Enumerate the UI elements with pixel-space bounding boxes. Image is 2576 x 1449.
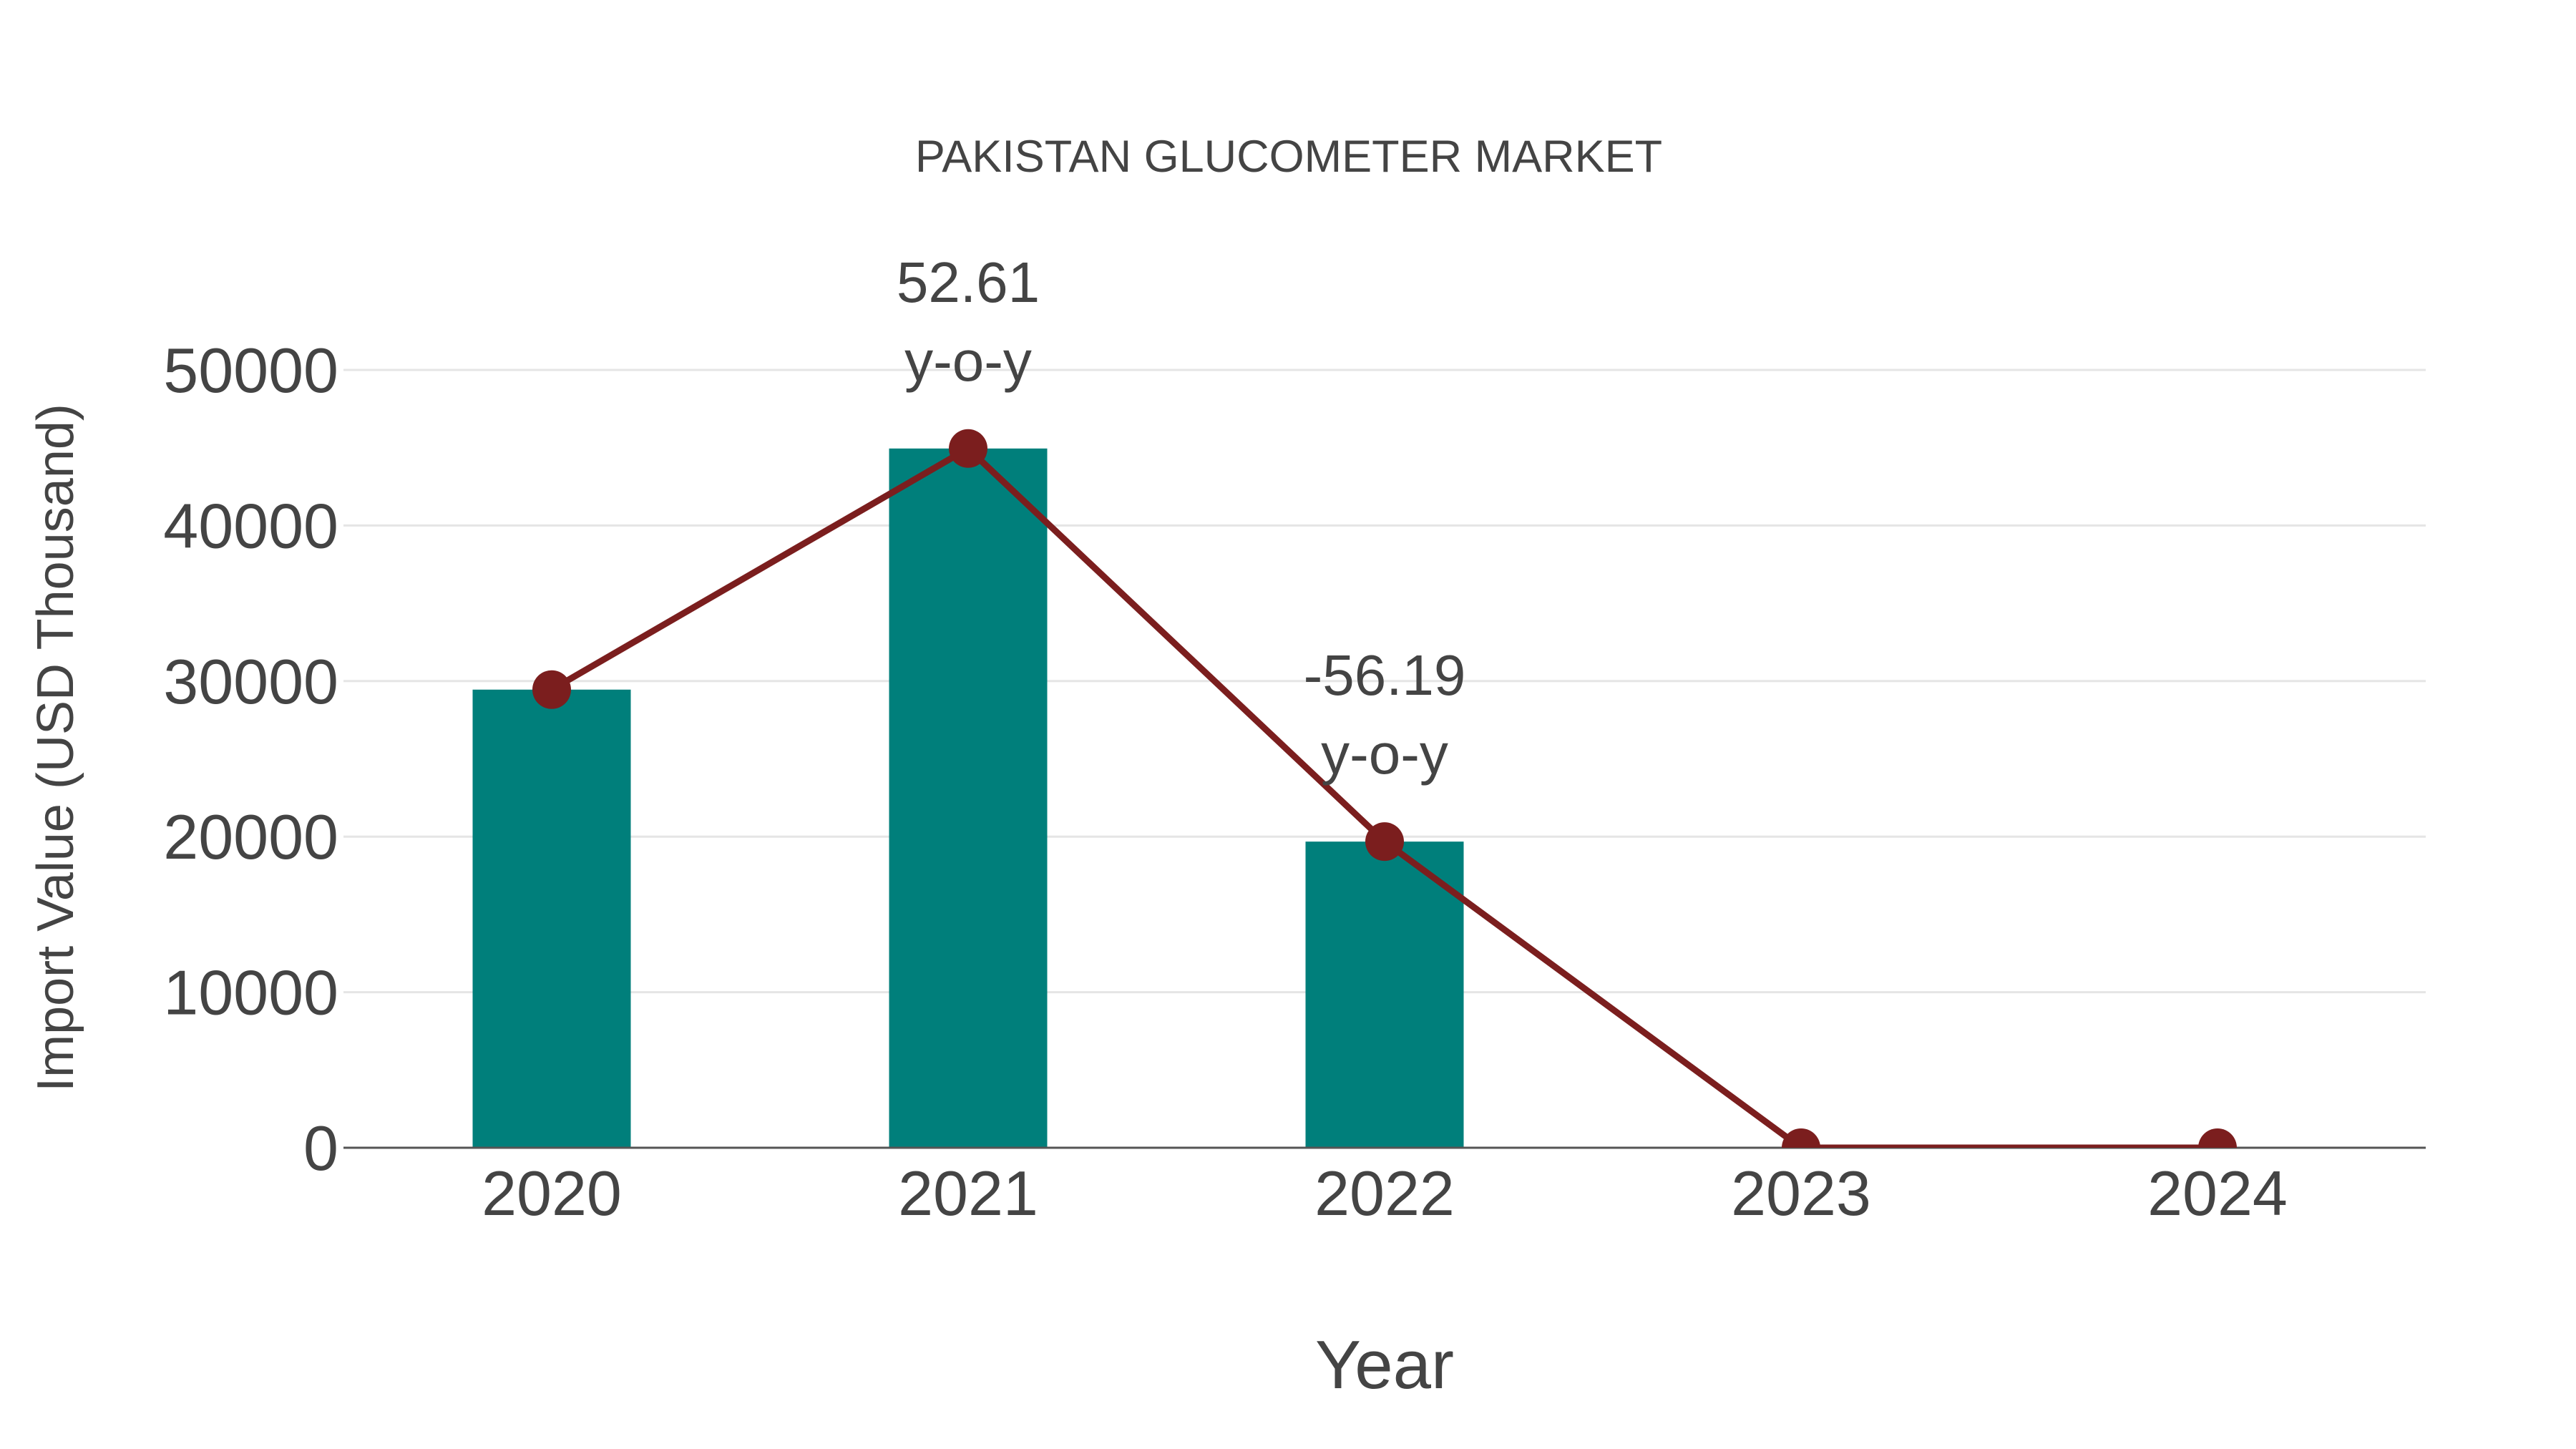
chart-title: PAKISTAN GLUCOMETER MARKET	[915, 132, 1662, 182]
data-point-2024	[2198, 1128, 2237, 1148]
x-tick-label: 2024	[2147, 1158, 2288, 1229]
yoy-suffix: y-o-y	[1321, 722, 1448, 786]
y-tick-label: 20000	[163, 801, 338, 872]
annotations: 52.61 y-o-y -56.19 y-o-y	[897, 250, 1466, 786]
x-tick-label: 2023	[1731, 1158, 1871, 1229]
data-point-2021	[949, 429, 987, 468]
y-axis-ticks: 0 10000 20000 30000 40000 50000	[163, 335, 338, 1184]
y-tick-label: 30000	[163, 646, 338, 717]
x-tick-label: 2021	[898, 1158, 1038, 1229]
yoy-value: 52.61	[897, 250, 1040, 314]
bar-2020	[472, 689, 631, 1148]
y-tick-label: 40000	[163, 490, 338, 561]
yoy-suffix: y-o-y	[904, 329, 1032, 393]
trend-line	[532, 429, 2237, 1148]
data-point-2022	[1365, 822, 1404, 862]
y-axis-title: Import Value (USD Thousand)	[27, 404, 84, 1092]
y-tick-label: 50000	[163, 335, 338, 406]
data-point-2020	[532, 670, 571, 709]
yoy-value: -56.19	[1304, 643, 1466, 707]
y-tick-label: 0	[303, 1113, 338, 1184]
x-tick-label: 2022	[1314, 1158, 1455, 1229]
data-point-2023	[1782, 1128, 1820, 1148]
y-tick-label: 10000	[163, 957, 338, 1028]
x-axis-title: Year	[1315, 1327, 1454, 1403]
x-tick-label: 2020	[482, 1158, 622, 1229]
x-axis-ticks: 2020 2021 2022 2023 2024	[482, 1158, 2288, 1229]
bar-2022	[1305, 841, 1464, 1148]
gridlines	[343, 369, 2426, 994]
bar-2021	[889, 448, 1048, 1148]
bars	[472, 448, 1464, 1148]
